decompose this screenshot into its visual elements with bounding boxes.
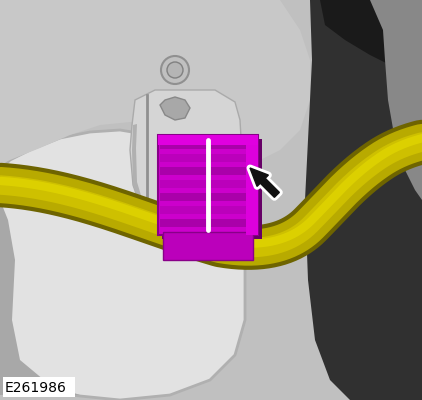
Bar <box>160 167 256 175</box>
Polygon shape <box>250 168 279 197</box>
Bar <box>3 377 75 397</box>
Bar <box>160 193 256 201</box>
Polygon shape <box>320 0 422 80</box>
Bar <box>163 232 253 260</box>
Bar <box>160 219 256 227</box>
Circle shape <box>161 56 189 84</box>
Polygon shape <box>160 97 190 120</box>
Ellipse shape <box>240 195 260 205</box>
Circle shape <box>179 223 197 241</box>
Polygon shape <box>132 124 155 215</box>
Bar <box>160 141 256 149</box>
Circle shape <box>167 62 183 78</box>
Polygon shape <box>174 216 202 248</box>
Text: E261986: E261986 <box>5 381 67 395</box>
Bar <box>160 180 256 188</box>
Polygon shape <box>305 0 422 400</box>
Polygon shape <box>250 168 279 197</box>
Bar <box>158 135 258 145</box>
Polygon shape <box>130 90 242 217</box>
Polygon shape <box>0 0 80 395</box>
Polygon shape <box>370 0 422 200</box>
Ellipse shape <box>240 206 260 214</box>
Bar <box>246 135 258 235</box>
Polygon shape <box>0 0 245 400</box>
Bar <box>158 135 258 235</box>
Bar <box>160 206 256 214</box>
Polygon shape <box>0 0 310 165</box>
Bar <box>160 154 256 162</box>
Bar <box>240 200 260 230</box>
Bar <box>162 139 262 239</box>
